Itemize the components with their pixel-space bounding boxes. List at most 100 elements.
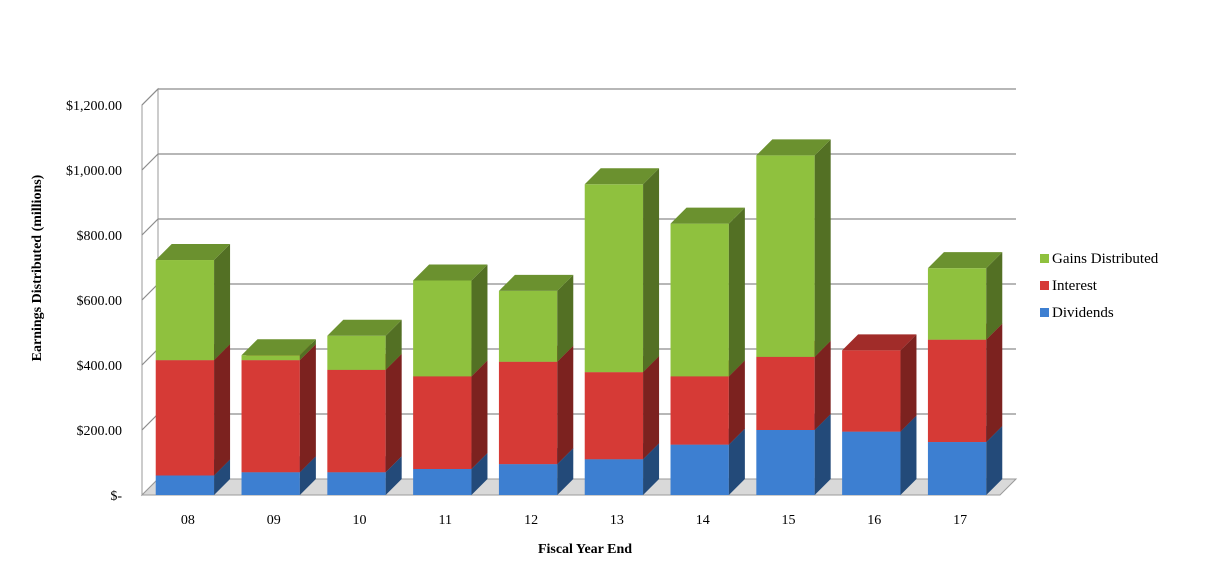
- bar-side: [728, 360, 745, 445]
- gridline: [141, 88, 1016, 106]
- gridline: [141, 218, 1016, 236]
- bar-front: [327, 335, 386, 370]
- bar-front: [155, 475, 215, 495]
- bar-front: [413, 376, 472, 469]
- bar-front: [498, 464, 558, 495]
- bar-side: [299, 456, 316, 495]
- bar-segment: [842, 334, 917, 432]
- bar-side: [471, 264, 488, 377]
- x-axis-ticks: 08 09 10 11 12 13 14 15 16 17: [181, 513, 967, 528]
- bar-side: [214, 459, 231, 495]
- legend-item: Interest: [1040, 278, 1098, 294]
- bar-side: [728, 207, 745, 377]
- bar-side: [643, 168, 660, 373]
- x-tick-label: 15: [782, 513, 796, 528]
- x-tick-label: 14: [696, 513, 710, 528]
- x-tick-label: 17: [953, 513, 967, 528]
- bar-side: [814, 340, 831, 430]
- gridline: [141, 283, 1016, 301]
- bar-side: [214, 344, 231, 476]
- bar-front: [756, 430, 815, 495]
- bar-side: [900, 334, 917, 432]
- x-tick-label: 13: [610, 513, 624, 528]
- legend-swatch: [1040, 308, 1049, 317]
- bar-side: [814, 414, 831, 495]
- bar-segment: [241, 344, 316, 473]
- bar-group-16: [842, 334, 917, 495]
- bar-top: [670, 207, 745, 224]
- bar-front: [842, 350, 901, 432]
- bar-segment: [413, 264, 488, 377]
- bar-group-11: [413, 264, 488, 495]
- y-axis-ticks: $- $200.00 $400.00 $600.00 $800.00 $1,000.00 $…: [66, 99, 122, 504]
- legend-swatch: [1040, 281, 1049, 290]
- bar-top: [241, 339, 316, 356]
- legend: Gains Distributed Interest Dividends: [1040, 251, 1159, 321]
- x-tick-label: 16: [867, 513, 881, 528]
- bar-front: [413, 469, 472, 495]
- bar-side: [299, 339, 316, 361]
- bar-side: [986, 252, 1003, 340]
- bar-front: [498, 361, 558, 465]
- bar-segment: [241, 339, 316, 361]
- bar-group-10: [327, 319, 402, 495]
- bar-side: [643, 443, 660, 495]
- bar-side: [557, 345, 574, 465]
- legend-swatch: [1040, 254, 1049, 263]
- bar-segment: [155, 344, 231, 476]
- bar-top: [498, 274, 574, 291]
- bar-group-12: [498, 274, 574, 495]
- bar-top: [842, 334, 917, 351]
- y-tick-label: $1,000.00: [66, 164, 122, 179]
- bar-front: [756, 356, 815, 430]
- bar-side: [471, 360, 488, 469]
- bar-side: [557, 448, 574, 495]
- x-tick-label: 09: [267, 513, 281, 528]
- x-axis-title: Fiscal Year End: [538, 542, 632, 557]
- bar-front: [584, 372, 644, 460]
- bar-segment: [327, 319, 402, 370]
- bar-segment: [155, 244, 231, 361]
- bar-front: [670, 376, 729, 445]
- bar-front: [241, 472, 300, 495]
- legend-label: Gains Distributed: [1052, 251, 1159, 267]
- bar-top: [155, 244, 231, 261]
- legend-item: Dividends: [1040, 305, 1114, 321]
- bar-segment: [756, 139, 831, 357]
- bar-front: [584, 459, 644, 495]
- bar-top: [413, 264, 488, 281]
- bar-front: [670, 444, 729, 495]
- bar-side: [385, 353, 402, 473]
- bar-front: [927, 268, 987, 340]
- y-tick-label: $200.00: [77, 424, 123, 439]
- bar-front: [927, 442, 987, 495]
- bar-front: [413, 280, 472, 377]
- bar-top: [584, 168, 660, 185]
- bar-front: [327, 472, 386, 495]
- bar-front: [584, 184, 644, 373]
- y-axis-title: Earnings Distributed (millions): [30, 174, 45, 361]
- bar-group-09: [241, 339, 316, 495]
- bar-group-13: [584, 168, 660, 495]
- x-tick-label: 08: [181, 513, 195, 528]
- bar-side: [299, 344, 316, 473]
- bar-side: [728, 428, 745, 495]
- bar-front: [241, 355, 300, 361]
- bar-front: [327, 369, 386, 473]
- bar-group-14: [670, 207, 745, 495]
- bar-front: [756, 155, 815, 357]
- bar-group-08: [155, 244, 231, 495]
- bar-segment: [327, 353, 402, 473]
- bar-side: [471, 453, 488, 495]
- bar-front: [155, 260, 215, 361]
- bar-front: [842, 431, 901, 495]
- bar-front: [670, 223, 729, 377]
- bar-segment: [413, 360, 488, 469]
- x-tick-label: 10: [353, 513, 367, 528]
- bar-side: [385, 319, 402, 370]
- bars: [155, 139, 1003, 495]
- bar-side: [385, 456, 402, 495]
- legend-item: Gains Distributed: [1040, 251, 1159, 267]
- bar-side: [900, 415, 917, 495]
